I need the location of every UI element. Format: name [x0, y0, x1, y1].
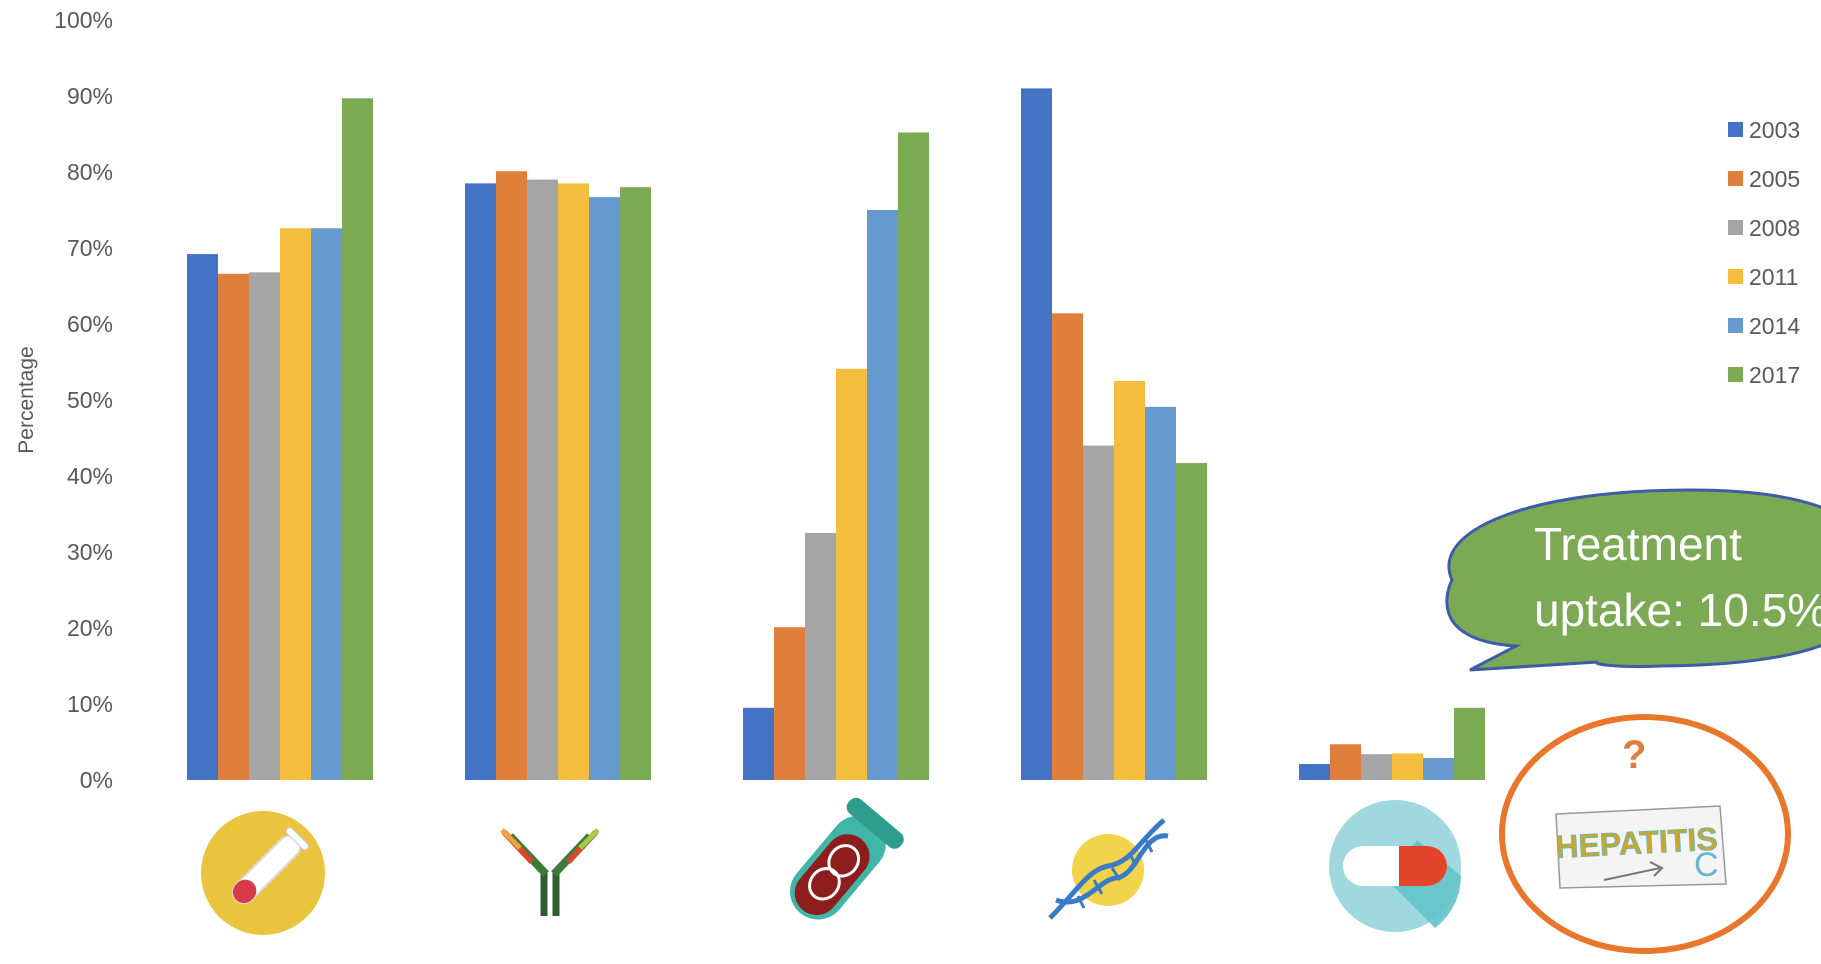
bar-2017 — [620, 187, 651, 780]
bar-2017 — [1176, 463, 1207, 780]
bar-2014 — [311, 228, 342, 781]
legend-item-2017: 2017 — [1728, 362, 1800, 388]
hepatitis-sign: HEPATITIS C — [1554, 805, 1727, 889]
legend-swatch — [1728, 122, 1743, 137]
legend: 2003 2005 2008 2011 2014 2017 — [1728, 117, 1800, 388]
hepatitis-c-icon: ? HEPATITIS C — [1499, 714, 1791, 954]
legend-label: 2005 — [1749, 166, 1800, 192]
y-tick-label: 60% — [67, 311, 113, 337]
y-tick-label: 90% — [67, 83, 113, 109]
dna-helix-icon — [1048, 818, 1169, 920]
y-tick-label: 10% — [67, 691, 113, 717]
bar-2005 — [774, 627, 805, 780]
bar-group-dna-vial — [743, 132, 929, 781]
bar-2008 — [805, 533, 836, 780]
bar-2011 — [558, 183, 589, 780]
y-axis-label: Percentage — [15, 346, 38, 453]
treatment-uptake-callout: Treatment uptake: 10.5% — [1445, 488, 1821, 672]
bar-2003 — [187, 254, 218, 780]
highlight-circle — [1499, 714, 1791, 954]
legend-item-2011: 2011 — [1728, 264, 1798, 290]
pill-icon — [1329, 800, 1461, 932]
y-axis: 0% 10% 20% 30% 40% 50% 60% 70% 80% 90% 100% — [54, 7, 113, 793]
bar-2005 — [218, 273, 249, 780]
bar-group-antibody — [465, 171, 651, 781]
legend-label: 2011 — [1749, 264, 1798, 290]
bar-2011 — [836, 368, 867, 780]
hepatitis-label: HEPATITIS — [1554, 821, 1718, 865]
legend-item-2008: 2008 — [1728, 215, 1800, 241]
y-tick-label: 0% — [80, 767, 113, 793]
bar-2017 — [898, 132, 929, 781]
bar-2014 — [867, 210, 898, 780]
bar-2008 — [527, 179, 558, 781]
legend-item-2014: 2014 — [1728, 313, 1800, 339]
legend-swatch — [1728, 171, 1743, 186]
legend-label: 2017 — [1749, 362, 1800, 388]
bar-2014 — [1423, 757, 1454, 780]
bar-group-test-tube — [187, 98, 373, 781]
callout-line-1: Treatment — [1534, 518, 1742, 570]
bar-group-pill — [1299, 707, 1485, 780]
bar-2005 — [1052, 313, 1083, 780]
y-tick-label: 20% — [67, 615, 113, 641]
y-tick-label: 80% — [67, 159, 113, 185]
question-mark: ? — [1622, 733, 1646, 777]
bar-2008 — [1361, 754, 1392, 780]
bar-2003 — [743, 707, 774, 780]
legend-swatch — [1728, 269, 1743, 284]
bar-2003 — [1299, 764, 1330, 780]
callout-line-2: uptake: 10.5% — [1534, 584, 1821, 636]
y-tick-label: 50% — [67, 387, 113, 413]
legend-swatch — [1728, 220, 1743, 235]
y-tick-label: 30% — [67, 539, 113, 565]
bar-2005 — [496, 171, 527, 781]
antibody-icon — [500, 828, 600, 916]
category-icons — [201, 797, 1461, 935]
legend-item-2003: 2003 — [1728, 117, 1800, 143]
bar-2017 — [1454, 707, 1485, 780]
y-tick-label: 100% — [54, 7, 113, 33]
legend-swatch — [1728, 318, 1743, 333]
callout-bubble — [1445, 488, 1821, 672]
test-tube-icon — [201, 811, 325, 935]
bar-2008 — [1083, 445, 1114, 780]
bar-2014 — [1145, 406, 1176, 780]
bar-2011 — [1114, 381, 1145, 780]
legend-label: 2014 — [1749, 313, 1800, 339]
bar-2008 — [249, 272, 280, 780]
legend-label: 2003 — [1749, 117, 1800, 143]
dna-vial-icon — [790, 797, 904, 920]
legend-item-2005: 2005 — [1728, 166, 1800, 192]
bar-group-dna-helix — [1021, 88, 1207, 780]
bar-2003 — [1021, 88, 1052, 780]
y-tick-label: 70% — [67, 235, 113, 261]
bar-2014 — [589, 197, 620, 780]
legend-swatch — [1728, 367, 1743, 382]
bar-2005 — [1330, 744, 1361, 780]
bar-2003 — [465, 183, 496, 780]
bar-2011 — [1392, 753, 1423, 780]
legend-label: 2008 — [1749, 215, 1800, 241]
hepatitis-suffix: C — [1694, 846, 1719, 884]
bar-2011 — [280, 228, 311, 781]
bars — [187, 88, 1485, 781]
y-tick-label: 40% — [67, 463, 113, 489]
bar-2017 — [342, 98, 373, 780]
